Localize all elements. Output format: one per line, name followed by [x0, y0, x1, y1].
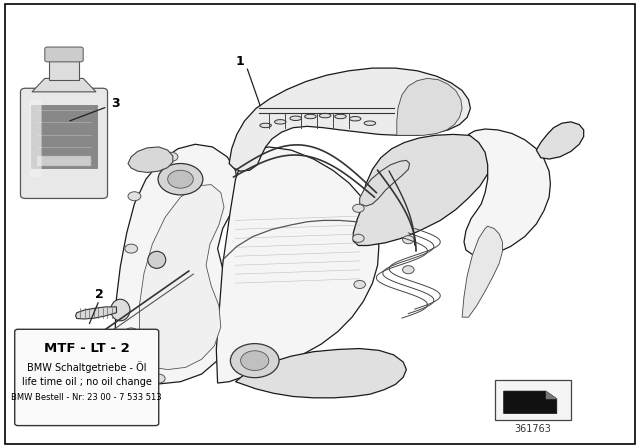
Ellipse shape	[111, 299, 130, 321]
Text: 2: 2	[95, 288, 104, 302]
FancyBboxPatch shape	[20, 88, 108, 198]
Polygon shape	[32, 78, 96, 92]
Polygon shape	[76, 307, 116, 319]
Polygon shape	[128, 147, 173, 172]
FancyBboxPatch shape	[37, 156, 91, 166]
Polygon shape	[464, 129, 550, 255]
Circle shape	[403, 266, 414, 274]
Polygon shape	[397, 78, 462, 135]
Polygon shape	[29, 99, 42, 178]
Polygon shape	[140, 185, 224, 370]
Ellipse shape	[305, 114, 316, 119]
Circle shape	[158, 164, 203, 195]
Ellipse shape	[335, 114, 346, 119]
Circle shape	[125, 244, 138, 253]
Text: MTF - LT - 2: MTF - LT - 2	[44, 342, 129, 355]
Text: BMW Bestell - Nr: 23 00 - 7 533 513: BMW Bestell - Nr: 23 00 - 7 533 513	[12, 393, 162, 402]
Polygon shape	[353, 134, 492, 246]
Ellipse shape	[364, 121, 376, 125]
Polygon shape	[236, 349, 406, 398]
FancyBboxPatch shape	[45, 47, 83, 62]
Circle shape	[241, 351, 269, 370]
Circle shape	[128, 192, 141, 201]
Circle shape	[353, 234, 364, 242]
Circle shape	[152, 374, 165, 383]
Ellipse shape	[275, 120, 286, 124]
Polygon shape	[504, 391, 557, 414]
Text: 1: 1	[236, 55, 244, 69]
Circle shape	[354, 280, 365, 289]
Text: 3: 3	[111, 97, 120, 111]
Circle shape	[403, 236, 414, 244]
Polygon shape	[229, 68, 470, 171]
Polygon shape	[462, 226, 502, 317]
Polygon shape	[360, 160, 410, 206]
Polygon shape	[536, 122, 584, 159]
Polygon shape	[546, 391, 557, 399]
Ellipse shape	[290, 116, 301, 121]
Ellipse shape	[148, 251, 166, 268]
Text: BMW Schaltgetriebe - Öl: BMW Schaltgetriebe - Öl	[27, 362, 147, 373]
Ellipse shape	[349, 116, 361, 121]
Circle shape	[168, 170, 193, 188]
Circle shape	[165, 152, 178, 161]
Text: life time oil ; no oil change: life time oil ; no oil change	[22, 377, 152, 387]
Ellipse shape	[260, 123, 271, 128]
Polygon shape	[216, 147, 379, 383]
FancyBboxPatch shape	[15, 329, 159, 426]
Text: 361763: 361763	[515, 424, 551, 434]
Circle shape	[230, 344, 279, 378]
Circle shape	[125, 328, 138, 337]
Circle shape	[353, 204, 364, 212]
Polygon shape	[115, 144, 238, 384]
Ellipse shape	[319, 113, 331, 118]
FancyBboxPatch shape	[495, 380, 571, 420]
FancyBboxPatch shape	[31, 105, 97, 168]
FancyBboxPatch shape	[49, 59, 79, 80]
